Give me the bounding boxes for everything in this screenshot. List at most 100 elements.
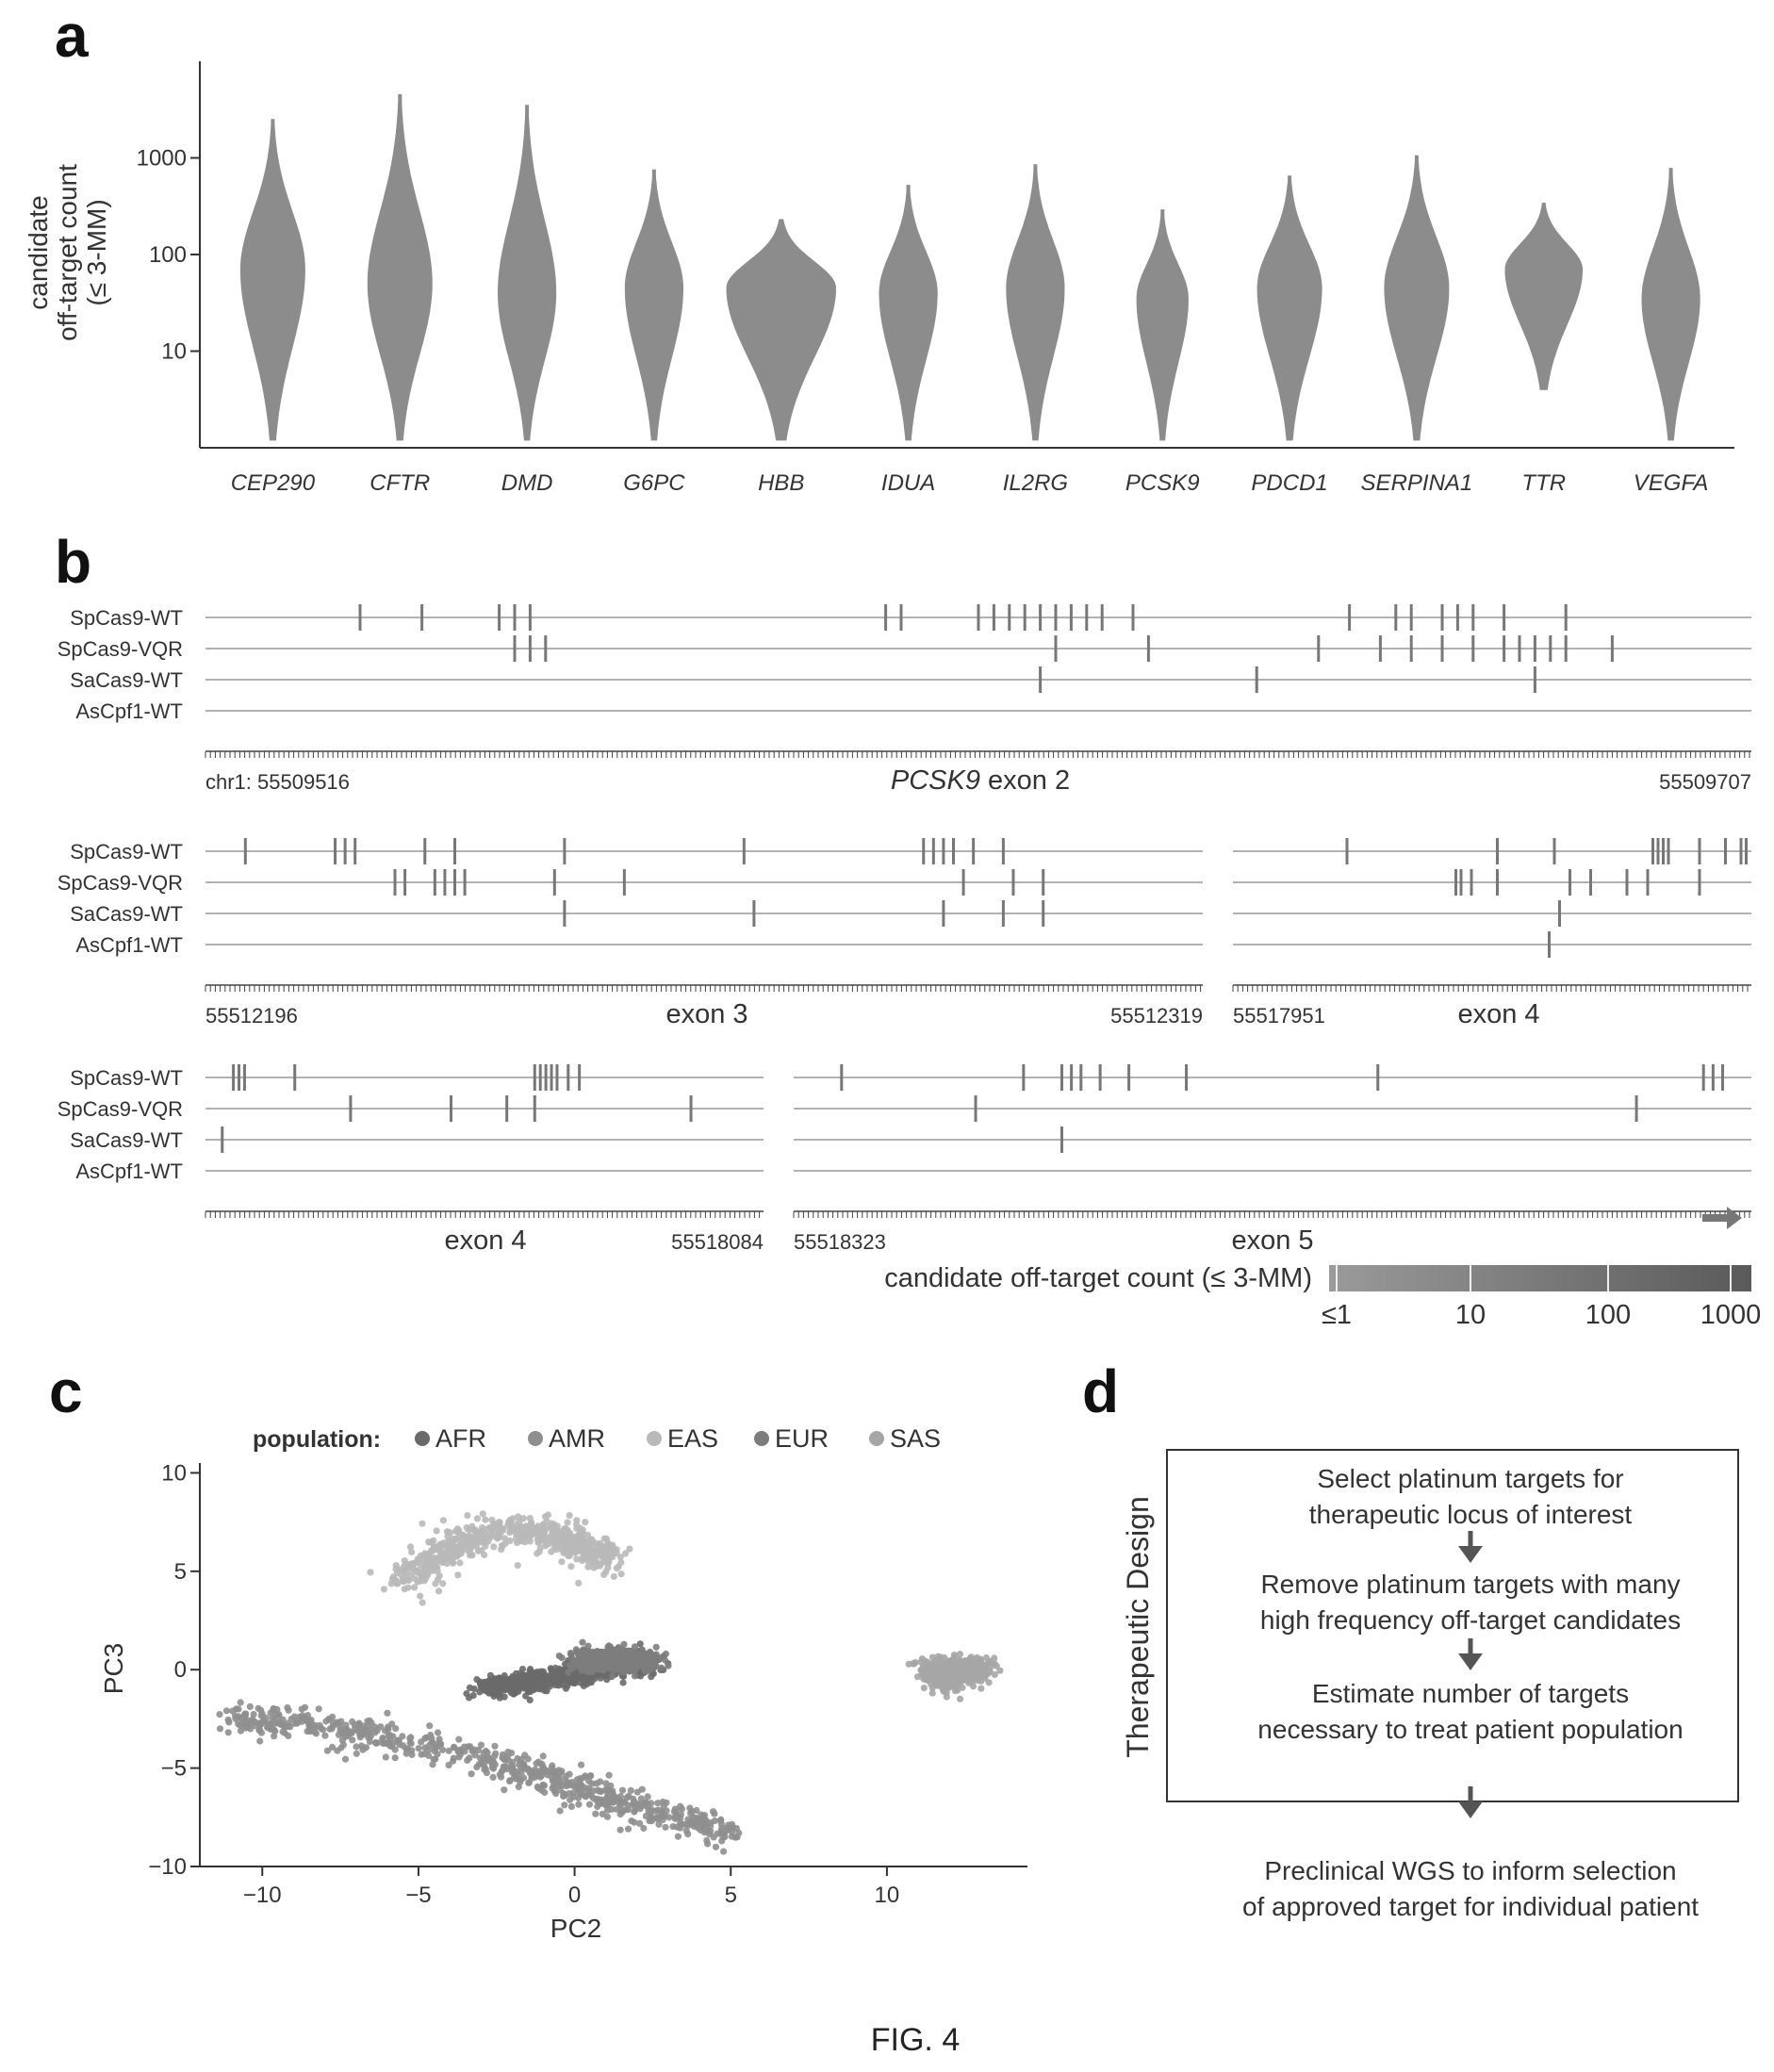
- violin-DMD: [498, 105, 557, 441]
- scatter-point: [489, 1690, 498, 1698]
- scatter-point: [353, 1750, 360, 1757]
- off-target-mark: [1059, 1064, 1063, 1091]
- track-label-SpCas9-WT: SpCas9-WT: [70, 1066, 183, 1090]
- legend-marker-EUR: [754, 1431, 769, 1446]
- off-target-mark: [449, 1095, 452, 1122]
- scatter-point: [342, 1721, 350, 1729]
- violin-x-tick-label-CEP290: CEP290: [231, 470, 316, 496]
- scatter-x-axis-label: PC2: [550, 1914, 601, 1943]
- off-target-mark: [1701, 1064, 1705, 1091]
- violin-x-tick-label-SERPINA1: SERPINA1: [1361, 470, 1473, 496]
- scatter-y-tick-label: −5: [161, 1756, 187, 1782]
- off-target-mark: [942, 900, 945, 927]
- scatter-x-tick-label: −10: [243, 1883, 282, 1908]
- scatter-point: [604, 1791, 612, 1799]
- locus-exon-label: exon 4: [1457, 999, 1539, 1029]
- scatter-point: [411, 1575, 419, 1583]
- scatter-point: [468, 1770, 475, 1778]
- scatter-point: [607, 1655, 615, 1663]
- off-target-mark: [563, 838, 567, 864]
- panel-c-letter: c: [49, 1357, 83, 1425]
- scatter-point: [685, 1821, 693, 1829]
- legend-label-EAS: EAS: [667, 1424, 718, 1453]
- off-target-mark: [453, 869, 456, 896]
- flowchart-step-line: of approved target for individual patien…: [1242, 1892, 1699, 1921]
- off-target-mark: [1549, 635, 1552, 662]
- scatter-point: [607, 1782, 615, 1789]
- scatter-point: [402, 1750, 410, 1757]
- off-target-mark: [1470, 869, 1473, 896]
- flowchart-arrow-down-icon: [1458, 1653, 1483, 1670]
- scatter-point: [597, 1648, 604, 1656]
- legend-marker-AMR: [528, 1431, 543, 1446]
- scatter-point: [432, 1580, 439, 1587]
- scatter-point: [655, 1814, 663, 1821]
- scatter-point: [417, 1592, 424, 1600]
- scatter-x-tick-label: 10: [875, 1883, 900, 1908]
- off-target-mark: [538, 1064, 542, 1091]
- off-target-mark: [1454, 869, 1457, 896]
- scatter-point: [408, 1548, 416, 1556]
- scatter-point: [937, 1671, 944, 1679]
- scatter-y-tick-label: 0: [174, 1657, 187, 1683]
- scatter-point: [638, 1785, 646, 1793]
- scatter-point: [616, 1826, 624, 1834]
- scatter-point: [552, 1790, 560, 1798]
- scatter-point: [337, 1718, 345, 1725]
- scatter-axes: −10 −5 0 5 10 −10 −5 0 5 10 PC2 PC3: [99, 1460, 1027, 1943]
- locus-title: exon 4: [1457, 999, 1539, 1029]
- scatter-point: [285, 1732, 292, 1739]
- scatter-point: [619, 1679, 627, 1686]
- scatter-point: [601, 1653, 609, 1661]
- flowchart-steps: Select platinum targets for therapeutic l…: [1242, 1464, 1699, 1921]
- scatter-point: [573, 1517, 581, 1524]
- off-target-mark: [343, 838, 347, 864]
- scatter-point: [576, 1524, 584, 1532]
- scatter-point: [401, 1557, 408, 1565]
- scatter-point: [396, 1741, 403, 1749]
- scatter-point: [484, 1749, 491, 1756]
- scatter-point: [969, 1679, 977, 1686]
- locus-title: PCSK9 exon 2: [891, 765, 1070, 796]
- off-target-mark: [1739, 838, 1743, 864]
- off-target-mark: [1745, 838, 1748, 864]
- therapeutic-design-flowchart: Therapeutic Design Select platinum targe…: [1121, 1449, 1739, 1921]
- off-target-mark: [1042, 869, 1045, 896]
- scatter-point: [622, 1666, 630, 1673]
- scatter-point: [640, 1824, 648, 1833]
- violin-x-tick-label-IL2RG: IL2RG: [1003, 470, 1068, 496]
- track-label-SpCas9-VQR: SpCas9-VQR: [57, 637, 183, 661]
- scatter-point: [648, 1817, 656, 1825]
- scatter-point: [534, 1784, 542, 1792]
- flowchart-step-3: Estimate number of targets necessary to t…: [1257, 1679, 1683, 1744]
- off-target-mark: [1054, 604, 1058, 631]
- scatter-point: [633, 1801, 642, 1808]
- scatter-point: [566, 1512, 573, 1520]
- off-target-mark: [544, 1064, 548, 1091]
- off-target-mark: [1667, 838, 1670, 864]
- scatter-point: [501, 1693, 508, 1701]
- violin-x-tick-label-HBB: HBB: [758, 470, 804, 496]
- scatter-point: [467, 1743, 474, 1751]
- off-target-mark: [403, 869, 407, 896]
- violin-x-tick-label-TTR: TTR: [1521, 470, 1566, 496]
- scatter-point: [408, 1560, 416, 1568]
- scatter-point: [661, 1813, 668, 1820]
- track-label-AsCpf1-WT: AsCpf1-WT: [75, 699, 183, 723]
- off-target-mark: [1059, 1126, 1063, 1153]
- off-target-mark: [1625, 869, 1629, 896]
- scatter-point: [704, 1840, 712, 1848]
- scatter-point: [479, 1510, 486, 1518]
- off-target-mark: [1455, 604, 1459, 631]
- scatter-point: [304, 1712, 312, 1719]
- off-target-mark: [433, 869, 436, 896]
- off-target-mark: [1185, 1064, 1189, 1091]
- scatter-point: [382, 1753, 389, 1761]
- scatter-point: [568, 1665, 576, 1672]
- scatter-point: [569, 1793, 578, 1801]
- off-target-mark: [420, 604, 424, 631]
- off-target-mark: [1711, 1064, 1715, 1091]
- off-target-mark: [555, 1064, 559, 1091]
- scatter-point: [617, 1558, 625, 1567]
- violin-y-tick-label: 100: [149, 242, 187, 268]
